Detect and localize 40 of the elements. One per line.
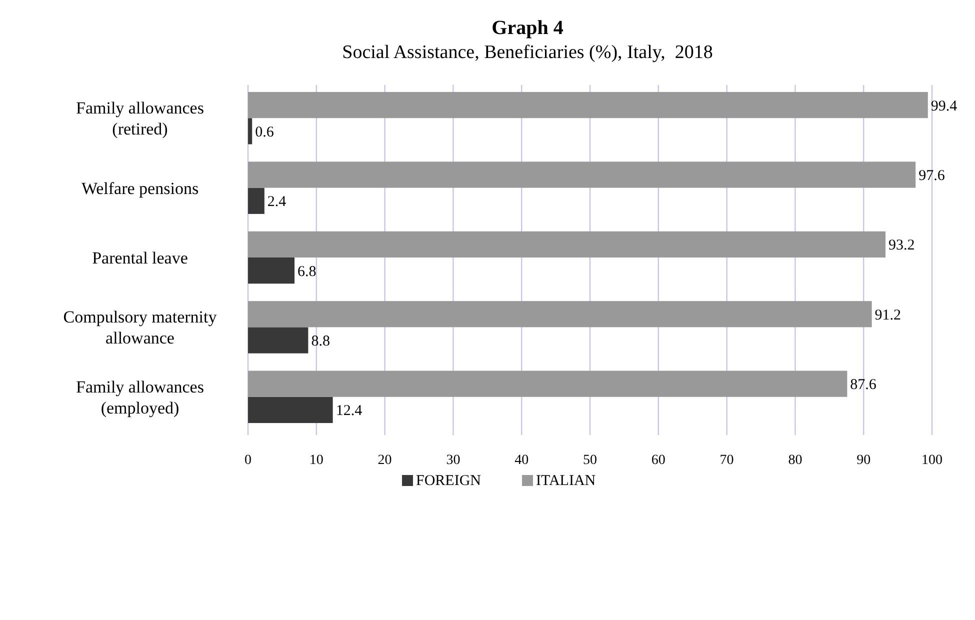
data-label: 87.6 — [850, 377, 877, 394]
bar — [248, 258, 295, 284]
data-label: 99.4 — [930, 98, 958, 114]
data-label: 12.4 — [336, 403, 363, 420]
x-tick-label: 30 — [446, 453, 460, 468]
bar — [248, 396, 333, 424]
y-tick-label: Family allowances (retired) — [76, 98, 204, 139]
bar — [248, 188, 264, 214]
bar — [248, 327, 308, 354]
data-label: 0.6 — [255, 124, 274, 140]
x-tick-label: 40 — [514, 453, 529, 468]
x-tick-label: 20 — [378, 453, 392, 468]
x-tick-label: 50 — [583, 453, 597, 468]
data-label: 2.4 — [267, 194, 287, 210]
legend-label: FOREIGN — [416, 473, 482, 489]
y-tick-label: Compulsory maternity allowance — [63, 308, 218, 348]
y-tick-label: Welfare pensions — [81, 178, 199, 198]
x-tick-label: 70 — [720, 453, 734, 468]
data-label: 6.8 — [298, 264, 316, 280]
x-tick-label: 80 — [788, 453, 802, 468]
bar — [248, 370, 848, 397]
chart-title: Graph 4 — [492, 17, 564, 39]
data-label: 93.2 — [888, 238, 915, 254]
data-label: 97.6 — [918, 168, 946, 184]
x-tick-label: 0 — [244, 453, 252, 468]
bar — [248, 301, 872, 328]
data-label: 91.2 — [874, 307, 902, 324]
x-tick-label: 90 — [856, 453, 871, 468]
x-tick-label: 10 — [309, 453, 324, 468]
legend-label: ITALIAN — [536, 473, 596, 489]
data-label: 8.8 — [311, 334, 330, 350]
x-tick-label: 100 — [922, 453, 942, 468]
y-tick-label: Family allowances (employed) — [76, 377, 204, 418]
bar — [248, 118, 252, 144]
x-tick-label: 60 — [651, 453, 666, 468]
y-tick-label: Parental leave — [92, 248, 188, 268]
bar — [248, 231, 886, 258]
bar — [248, 92, 928, 118]
bar — [248, 162, 916, 188]
chart-subtitle: Social Assistance, Beneficiaries (%), Italy, 2018 — [342, 42, 713, 63]
